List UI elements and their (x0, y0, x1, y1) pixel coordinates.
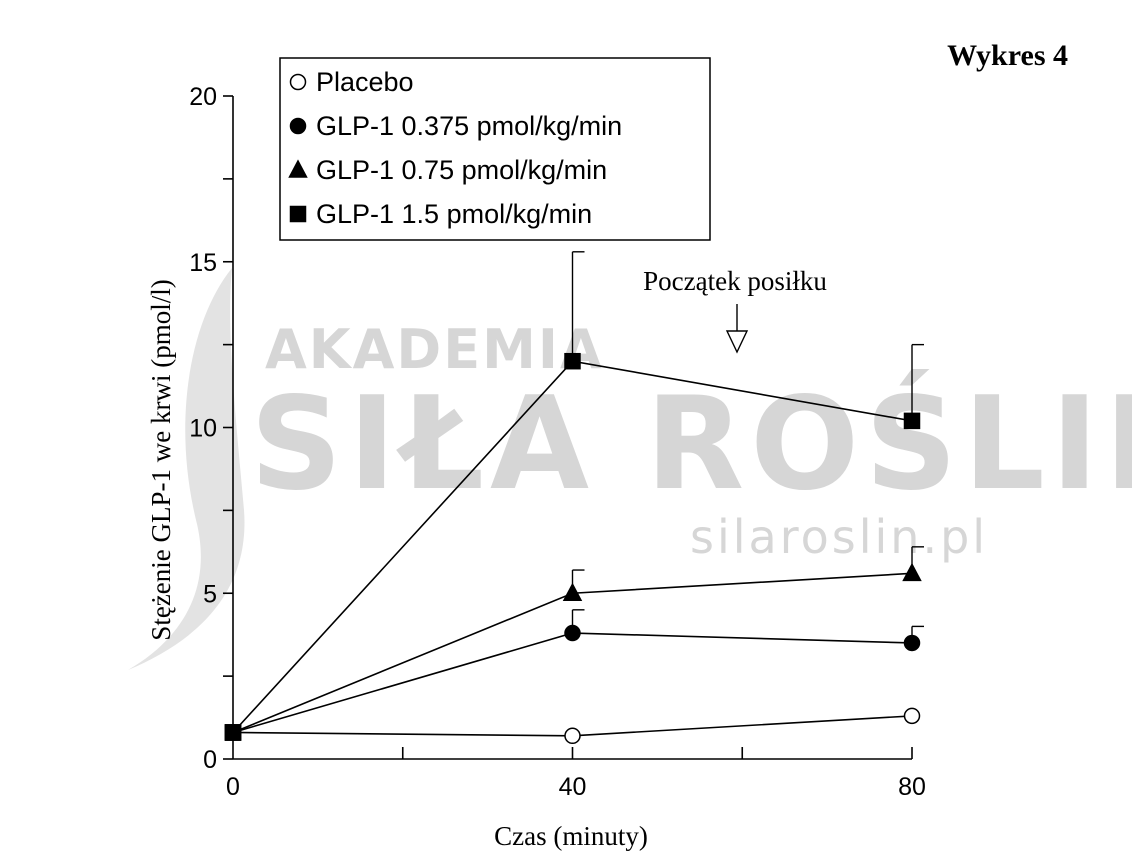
legend-entry: Placebo (316, 67, 414, 97)
x-tick-label: 80 (898, 773, 926, 801)
x-tick-label: 0 (226, 773, 240, 801)
x-tick-label: 40 (559, 773, 587, 801)
series-2 (224, 609, 924, 741)
legend-entry: GLP-1 1.5 pmol/kg/min (316, 199, 592, 229)
legend-entry: GLP-1 0.75 pmol/kg/min (316, 155, 607, 185)
legend-box (279, 57, 711, 241)
legend: Placebo GLP-1 0.375 pmol/kg/min GLP-1 0.75… (279, 57, 711, 241)
x-ticks (401, 747, 913, 759)
legend-marker-icon (288, 159, 308, 178)
data-point (562, 582, 583, 601)
meal-start-annotation: Początek posiłku (643, 266, 827, 296)
series-4 (224, 251, 924, 741)
y-tick-label: 20 (189, 83, 217, 111)
data-point (902, 562, 922, 582)
legend-entry: GLP-1 0.375 pmol/kg/min (316, 111, 622, 141)
watermark-leaf-shape (128, 268, 245, 670)
series-3 (224, 546, 924, 741)
y-axis-label: Stężenie GLP-1 we krwi (pmol/l) (146, 279, 176, 640)
meal-start-arrow-icon (725, 304, 749, 354)
y-tick-label: 15 (189, 249, 217, 277)
data-point (903, 634, 921, 652)
y-ticks (223, 95, 233, 760)
watermark-line-1: AKADEMIA (265, 318, 604, 381)
data-point (564, 727, 581, 745)
watermark-line-2: SIŁA ROŚLIN (250, 369, 1132, 519)
watermark: AKADEMIA SIŁA ROŚLIN silaroslin.pl (128, 268, 1132, 670)
x-tick-labels: 0 40 80 (226, 773, 926, 801)
watermark-url: silaroslin.pl (690, 510, 988, 564)
data-point (903, 412, 921, 430)
data-point (564, 352, 581, 370)
y-tick-label: 5 (203, 580, 217, 608)
y-tick-labels: 0 5 10 15 20 (189, 83, 217, 774)
series-line (232, 632, 913, 734)
legend-marker-icon (289, 117, 307, 135)
legend-marker-icon (289, 73, 307, 91)
data-point (903, 707, 921, 725)
y-tick-label: 0 (203, 746, 217, 774)
legend-marker-icon (289, 205, 307, 223)
chart-title: Wykres 4 (947, 39, 1068, 72)
series-1 (224, 707, 921, 745)
y-tick-label: 10 (189, 415, 217, 443)
data-point (564, 624, 581, 642)
x-axis-label: Czas (minuty) (494, 821, 648, 851)
plot-area (224, 251, 924, 745)
data-point (224, 724, 242, 741)
